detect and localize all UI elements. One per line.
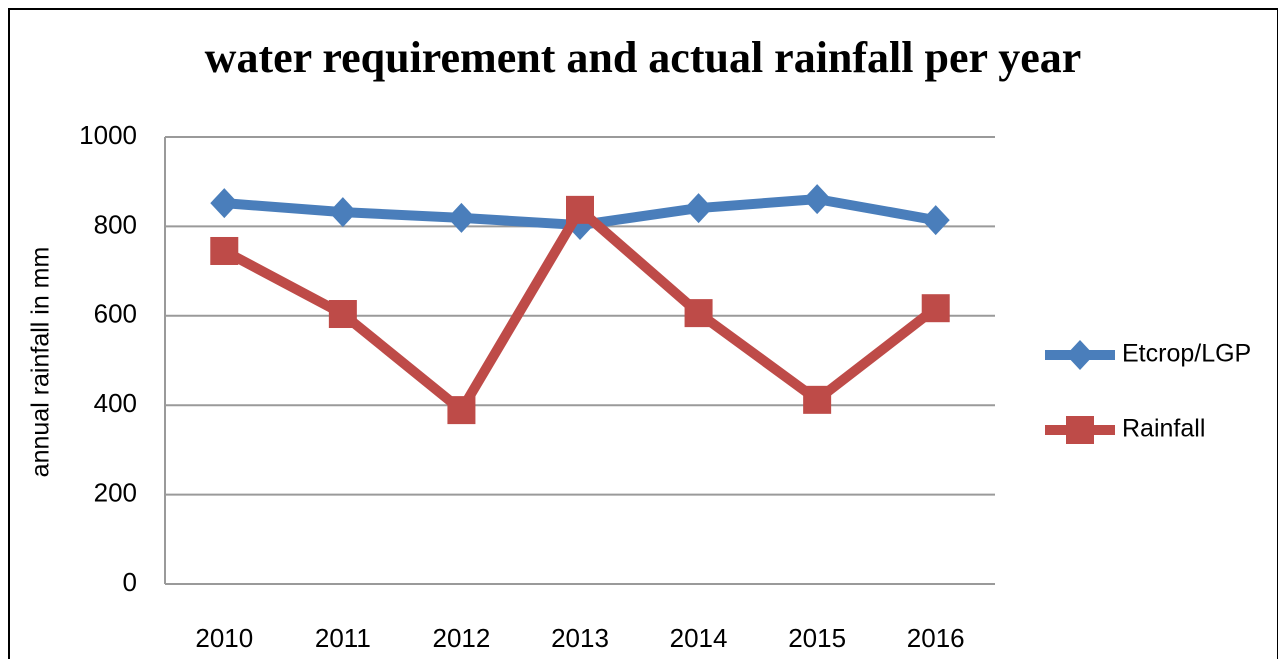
x-tick-label: 2015 [788, 623, 846, 653]
x-tick-label: 2014 [670, 623, 728, 653]
data-point [328, 300, 357, 329]
data-point [803, 385, 832, 414]
data-point [921, 205, 950, 236]
data-point [566, 195, 594, 224]
frame [8, 8, 1278, 659]
legend-label: Etcrop/LGP [1122, 340, 1251, 368]
x-tick-label: 2010 [195, 623, 253, 653]
data-point [803, 184, 832, 215]
data-point [210, 236, 239, 265]
y-tick-label: 400 [94, 388, 137, 418]
x-tick-label: 2012 [433, 623, 491, 653]
data-point [921, 294, 950, 323]
legend-marker [1066, 416, 1094, 444]
data-point [210, 188, 239, 219]
y-tick-label: 1000 [79, 120, 137, 150]
chart-title: water requirement and actual rainfall pe… [205, 33, 1082, 82]
legend-marker [1066, 340, 1094, 370]
y-tick-label: 200 [94, 477, 137, 507]
legend-label: Rainfall [1122, 415, 1205, 443]
y-tick-label: 600 [94, 299, 137, 329]
data-point [684, 193, 713, 224]
data-point [684, 299, 713, 328]
data-point [447, 396, 476, 425]
x-tick-label: 2016 [907, 623, 965, 653]
y-tick-label: 800 [94, 209, 137, 239]
data-point [328, 197, 357, 228]
x-tick-label: 2011 [315, 623, 371, 653]
y-tick-label: 0 [123, 567, 137, 597]
x-tick-label: 2013 [551, 623, 609, 653]
y-axis-label: annual rainfall in mm [27, 247, 55, 478]
data-point [447, 202, 476, 233]
